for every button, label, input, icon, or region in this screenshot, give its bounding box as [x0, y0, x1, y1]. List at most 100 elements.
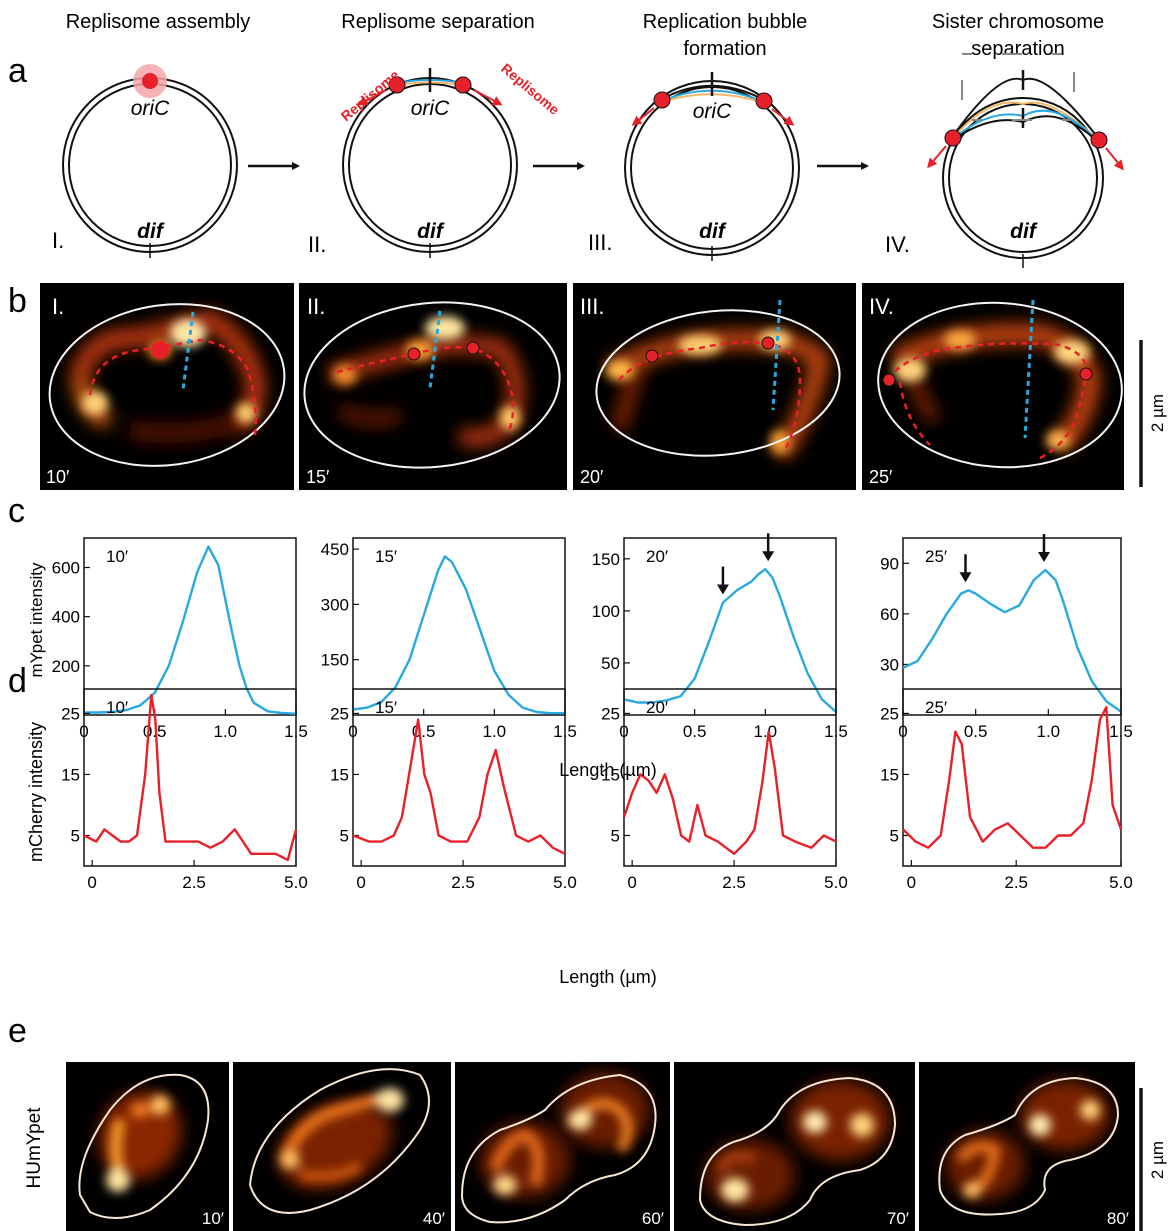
- y-tick-label: 15: [61, 765, 80, 784]
- y-tick-label: 5: [890, 826, 899, 845]
- x-tick-label: 0: [356, 873, 365, 892]
- chromosome-stage-4: dif IV.: [885, 53, 1124, 268]
- x-tick-label: 1.0: [214, 722, 238, 741]
- series-line: [352, 718, 566, 855]
- plot-frame: [83, 688, 297, 867]
- peak-arrowhead: [1037, 552, 1050, 563]
- dif-label: dif: [1010, 220, 1038, 243]
- panel-letter-c: c: [8, 492, 25, 530]
- peak-arrowhead: [716, 584, 729, 595]
- panel-a: Replisome assembly Replisome separation …: [52, 11, 1124, 268]
- chromosome-stage-2: Replisome Replisome oriC dif II.: [308, 60, 563, 258]
- stage-title-4a: Sister chromosome: [932, 11, 1104, 33]
- time-annotation: 15′: [375, 547, 397, 566]
- plot-frame: [623, 688, 837, 867]
- y-tick-label: 60: [880, 605, 899, 624]
- panel-letter-d: d: [8, 662, 27, 700]
- x-tick-label: 0: [907, 873, 916, 892]
- chart-d-1: 0 2.5 5.0 5 15 25 10′: [61, 688, 308, 892]
- x-tick-label: 0.5: [683, 722, 707, 741]
- time-b3: 20′: [580, 467, 604, 487]
- time-e2: 40′: [423, 1209, 445, 1228]
- oric-label: oriC: [131, 97, 170, 120]
- series-line: [902, 706, 1123, 849]
- x-tick-label: 2.5: [1004, 873, 1028, 892]
- micrograph-e3: 60′: [455, 1062, 670, 1231]
- y-tick-label: 90: [880, 554, 899, 573]
- time-annotation: 20′: [646, 547, 668, 566]
- oric-label: oriC: [693, 100, 732, 123]
- chart-d-2: 0 2.5 5.0 5 15 25 15′: [330, 688, 577, 892]
- micrograph-e5: 80′: [919, 1062, 1135, 1231]
- time-e5: 80′: [1107, 1209, 1129, 1228]
- xlabel-d: Length (µm): [559, 967, 656, 987]
- scale-label-b: 2 µm: [1148, 394, 1167, 432]
- y-tick-label: 25: [330, 704, 349, 723]
- chromosome-stage-3: oriC dif III.: [588, 72, 800, 261]
- y-tick-label: 25: [61, 704, 80, 723]
- micrograph-b3: III. 20′: [573, 283, 856, 490]
- time-e3: 60′: [642, 1209, 664, 1228]
- replisome-left: [653, 91, 671, 109]
- panel-letter-a: a: [8, 52, 27, 90]
- replisome-right: [755, 92, 773, 110]
- numeral-a1: I.: [52, 228, 64, 253]
- x-tick-label: 1.0: [483, 722, 507, 741]
- y-tick-label: 15: [880, 765, 899, 784]
- numeral-a3: III.: [588, 230, 612, 255]
- numeral-a4: IV.: [885, 232, 910, 257]
- ylabel-e: HUmYpet: [24, 1107, 45, 1189]
- oric-label: oriC: [411, 97, 450, 120]
- panel-b: I. 10′: [40, 283, 1167, 490]
- y-tick-label: 100: [592, 602, 620, 621]
- peak-arrowhead: [762, 551, 775, 562]
- dif-label: dif: [699, 220, 727, 243]
- scale-label-e: 2 µm: [1148, 1141, 1167, 1179]
- y-tick-label: 5: [611, 826, 620, 845]
- peak-arrowhead: [959, 572, 972, 583]
- x-tick-label: 5.0: [1109, 873, 1133, 892]
- time-b4: 25′: [869, 467, 893, 487]
- zoom-bracket: [961, 53, 1075, 121]
- micrograph-e4: 70′: [674, 1062, 915, 1231]
- y-tick-label: 30: [880, 655, 899, 674]
- x-tick-label: 2.5: [451, 873, 475, 892]
- y-tick-label: 5: [71, 826, 80, 845]
- panel-e: HUmYpet 10′: [24, 1062, 1167, 1231]
- numeral-b4: IV.: [869, 294, 894, 319]
- chart-d-3: 0 2.5 5.0 5 15 25 20′: [601, 688, 848, 892]
- x-tick-label: 0.5: [964, 722, 988, 741]
- numeral-b3: III.: [580, 294, 604, 319]
- plot-frame: [902, 688, 1122, 867]
- time-annotation: 25′: [925, 698, 947, 717]
- y-tick-label: 150: [592, 550, 620, 569]
- plot-frame: [902, 537, 1122, 716]
- numeral-b1: I.: [52, 294, 64, 319]
- time-annotation: 10′: [106, 547, 128, 566]
- time-e4: 70′: [887, 1209, 909, 1228]
- y-tick-label: 15: [330, 765, 349, 784]
- x-tick-label: 0: [627, 873, 636, 892]
- y-tick-label: 5: [340, 826, 349, 845]
- series-line: [902, 568, 1122, 713]
- dif-label: dif: [417, 220, 445, 243]
- time-e1: 10′: [202, 1209, 224, 1228]
- y-tick-label: 200: [52, 657, 80, 676]
- y-tick-label: 150: [321, 651, 349, 670]
- numeral-b2: II.: [307, 294, 325, 319]
- dif-label: dif: [137, 220, 165, 243]
- y-tick-label: 450: [321, 540, 349, 559]
- y-tick-label: 15: [601, 765, 620, 784]
- plot-frame: [623, 537, 837, 716]
- chart-d-4: 0 2.5 5.0 5 15 25 25′: [880, 688, 1133, 892]
- replisome-dot: [142, 73, 158, 89]
- x-tick-label: 2.5: [722, 873, 746, 892]
- x-tick-label: 5.0: [553, 873, 577, 892]
- stage-title-3a: Replication bubble: [643, 11, 808, 33]
- y-tick-label: 400: [52, 608, 80, 627]
